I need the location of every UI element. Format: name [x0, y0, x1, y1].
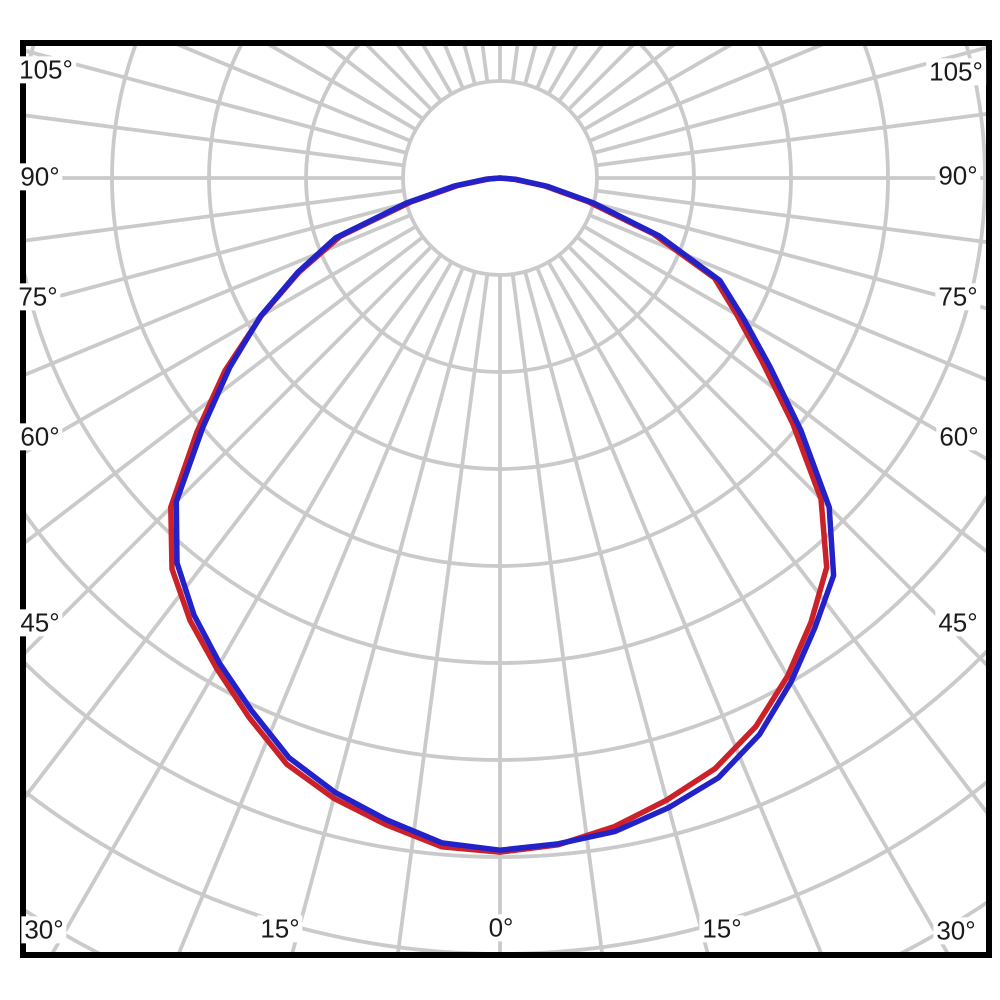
grid-ray — [510, 273, 604, 952]
grid-ray — [593, 46, 986, 155]
grid-ray — [26, 213, 412, 377]
angle-label-left-60: 60° — [17, 423, 63, 451]
grid-ray — [267, 46, 417, 132]
angle-label-right-75: 75° — [935, 283, 981, 311]
grid-ray — [583, 46, 733, 132]
grid-ray — [535, 266, 823, 952]
grid-ray — [26, 49, 407, 155]
grid-ray — [176, 46, 412, 143]
grid-ray — [595, 112, 986, 168]
angle-label-bottom-0: 0° — [485, 914, 517, 942]
grid-ray — [593, 201, 986, 311]
grid-ray — [575, 235, 986, 554]
intensity-curves — [168, 175, 837, 855]
grid-ray — [26, 188, 405, 243]
grid-ray — [26, 201, 407, 307]
angle-label-left-75: 75° — [15, 283, 61, 311]
grid-ray — [26, 235, 425, 545]
grid-ray — [26, 245, 433, 655]
grid-ray — [26, 113, 405, 168]
angle-label-bottom-30-left: 30° — [21, 916, 67, 944]
angle-label-bottom-30-right: 30° — [933, 917, 979, 945]
angle-label-right-105: 105° — [926, 58, 986, 86]
grid-ray — [567, 46, 635, 111]
angle-label-bottom-15-right: 15° — [699, 915, 745, 943]
grid-ray — [588, 213, 986, 382]
grid-ray — [50, 261, 454, 952]
angle-label-left-45: 45° — [17, 609, 63, 637]
grid-ray — [588, 46, 824, 143]
angle-label-left-105: 105° — [16, 56, 76, 84]
grid-ray — [567, 245, 986, 667]
angle-label-right-90: 90° — [935, 162, 981, 190]
blue-curve — [173, 175, 837, 853]
grid-ray — [177, 266, 465, 952]
grid-ray — [396, 273, 490, 952]
grid-ray — [595, 188, 986, 244]
chart-border — [20, 40, 992, 958]
grid-ray — [546, 261, 950, 952]
angle-label-left-90: 90° — [17, 163, 63, 191]
angle-label-bottom-15-left: 15° — [257, 915, 303, 943]
grid-ray — [523, 271, 710, 952]
grid-ray — [290, 271, 477, 952]
angle-label-right-45: 45° — [935, 609, 981, 637]
angle-label-right-60: 60° — [936, 423, 982, 451]
